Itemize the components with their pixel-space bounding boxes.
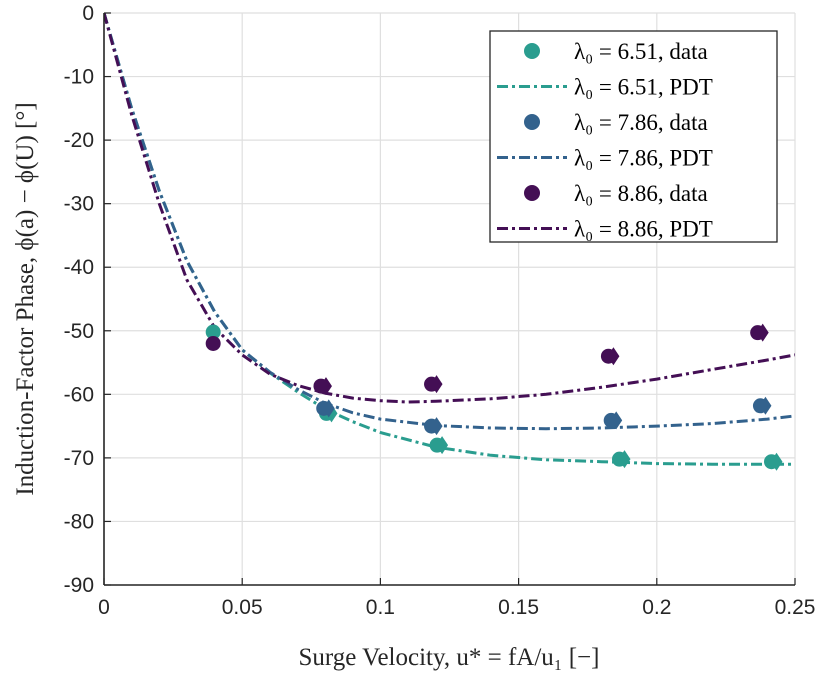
axes [103, 12, 796, 586]
x-tick-label: 0.15 [498, 596, 539, 619]
legend: λ₀ = 6.51, data λ₀ = 6.51, PDT λ₀ = 7.86, … [489, 30, 778, 243]
legend-label-5: λ₀ = 8.86, PDT [574, 217, 713, 242]
data-point [424, 418, 440, 434]
x-tick-label: 0.25 [775, 596, 816, 619]
x-tick-label: 0.2 [642, 596, 671, 619]
legend-marker-4 [524, 185, 540, 201]
x-tick-label: 0.05 [222, 596, 263, 619]
data-point [205, 335, 221, 351]
y-tick-label: -80 [64, 510, 94, 533]
y-tick-label: -10 [64, 66, 94, 89]
legend-marker-0 [524, 43, 540, 59]
plot-area [104, 13, 795, 471]
y-tick-label: -40 [64, 256, 94, 279]
y-tick-label: -50 [64, 320, 94, 343]
x-tick-label: 0 [98, 596, 110, 619]
data-point [611, 451, 627, 467]
legend-label-4: λ₀ = 8.86, data [574, 181, 708, 206]
legend-label-1: λ₀ = 6.51, PDT [574, 75, 713, 100]
y-axis-label: Induction-Factor Phase, ϕ(a) − ϕ(U) [°] [12, 102, 39, 495]
series-line-5 [104, 13, 795, 404]
data-point [429, 437, 445, 453]
data-point [313, 378, 329, 394]
series-line-3 [104, 13, 795, 431]
legend-label-0: λ₀ = 6.51, data [574, 39, 708, 64]
x-tick-label: 0.1 [366, 596, 395, 619]
x-axis-label: Surge Velocity, u* = fA/u₁ [−] [298, 644, 599, 671]
legend-label-3: λ₀ = 7.86, PDT [574, 146, 713, 171]
data-point [424, 376, 440, 392]
legend-marker-2 [524, 114, 540, 130]
data-point [603, 412, 619, 428]
y-tick-label: -60 [64, 383, 94, 406]
data-point [764, 454, 780, 470]
data-point [316, 400, 332, 416]
y-tick-label: -70 [64, 447, 94, 470]
data-point [205, 324, 221, 340]
y-tick-label: 0 [82, 2, 94, 25]
y-tick-label: -90 [64, 574, 94, 597]
y-tick-label: -30 [64, 193, 94, 216]
data-point [600, 348, 616, 364]
legend-box [489, 30, 778, 243]
tick-labels: 0 0.05 0.1 0.15 0.2 0.25 0 -10 -20 -30 -40 -50 -60 -7… [64, 2, 816, 619]
legend-label-2: λ₀ = 7.86, data [574, 110, 708, 135]
data-point [750, 325, 766, 341]
series-line-1 [104, 13, 795, 466]
y-tick-label: -20 [64, 129, 94, 152]
data-point [752, 398, 768, 414]
